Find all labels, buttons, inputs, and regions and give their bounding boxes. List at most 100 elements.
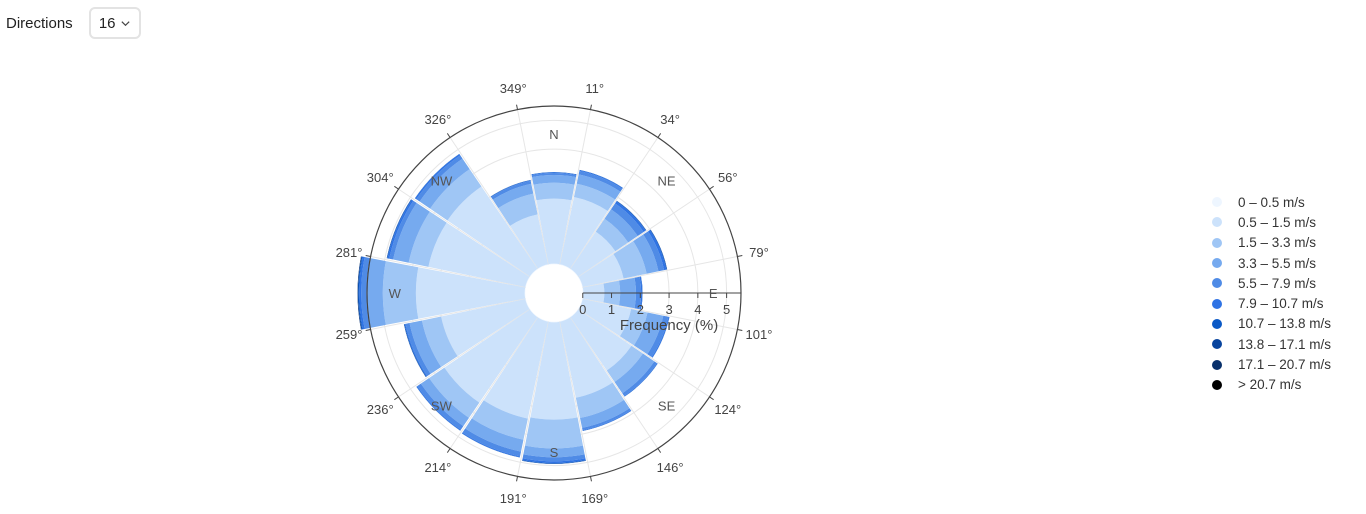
legend-item[interactable]: 0.5 – 1.5 m/s	[1210, 212, 1331, 232]
rose-bar-ene-speed-1	[578, 254, 624, 288]
legend-item[interactable]: 13.8 – 17.1 m/s	[1210, 334, 1331, 354]
compass-label-nw: NW	[431, 173, 453, 188]
rose-bar-ne-speed-4	[610, 203, 644, 237]
rose-bar-ese-speed-1	[578, 298, 632, 337]
angular-tick	[365, 255, 371, 258]
angular-tick	[365, 328, 371, 331]
angular-tick-label: 281°	[336, 245, 363, 260]
angular-tick-label: 304°	[367, 170, 394, 185]
legend-item[interactable]: > 20.7 m/s	[1210, 375, 1331, 395]
angular-tick-label: 79°	[749, 245, 769, 260]
rose-bar-sw-speed-4	[417, 383, 464, 430]
rose-bar-w-speed-0	[524, 287, 526, 299]
angular-tick-label: 349°	[500, 81, 527, 96]
angular-grid-line	[398, 308, 531, 398]
legend-swatch	[1212, 339, 1222, 350]
compass-label-sw: SW	[431, 399, 453, 414]
angular-tick-label: 11°	[585, 81, 604, 96]
rose-bar-nw-speed-1	[447, 186, 538, 277]
legend-label: 0 – 0.5 m/s	[1238, 194, 1305, 210]
legend-label: 17.1 – 20.7 m/s	[1238, 357, 1332, 373]
rose-bar-wsw-speed-2	[421, 316, 458, 367]
rose-bar-se-speed-0	[570, 309, 579, 318]
rose-bar-ese-speed-3	[633, 312, 664, 355]
legend-swatch	[1212, 237, 1222, 248]
radial-tick-label: 5	[723, 302, 730, 317]
angular-grid-line	[577, 188, 710, 278]
legend-swatch	[1212, 217, 1222, 228]
rose-bar-ene-speed-5	[648, 230, 667, 271]
rose-bar-sse-speed-2	[575, 382, 625, 419]
legend-item[interactable]: 5.5 – 7.9 m/s	[1210, 273, 1331, 293]
rose-bar-sw-speed-3	[420, 378, 469, 427]
legend-label: 0.5 – 1.5 m/s	[1238, 214, 1317, 230]
rose-bar-nw-speed-2	[430, 169, 482, 221]
angular-grid-line	[577, 308, 710, 398]
rose-bar-w-speed-3	[366, 258, 386, 328]
legend-label: 10.7 – 13.8 m/s	[1238, 316, 1332, 332]
legend-item[interactable]: 3.3 – 5.5 m/s	[1210, 253, 1331, 273]
rose-bar-nne-speed-1	[559, 196, 608, 269]
angular-grid-line	[370, 298, 526, 330]
angular-tick	[737, 255, 743, 258]
rose-bar-nne-speed-2	[573, 183, 616, 211]
angular-grid-line	[569, 137, 659, 270]
legend-swatch	[1212, 298, 1222, 309]
legend-swatch	[1212, 379, 1222, 390]
legend-swatch	[1212, 258, 1222, 269]
rose-bar-wnw-speed-5	[387, 199, 414, 259]
rose-bar-wnw-speed-4	[389, 200, 417, 260]
compass-label-ne: NE	[658, 173, 676, 188]
rose-bar-sw-speed-2	[429, 367, 480, 418]
radial-axis-title: Frequency (%)	[620, 317, 718, 334]
radial-tick-label: 0	[579, 302, 586, 317]
rose-bar-nne-speed-3	[576, 174, 621, 200]
radial-tick-label: 2	[637, 302, 644, 317]
angular-tick	[516, 104, 519, 110]
legend-label: > 20.7 m/s	[1238, 377, 1302, 393]
rose-bar-wnw-speed-2	[408, 211, 447, 267]
rose-bar-wnw-speed-0	[525, 276, 530, 288]
rose-bar-nnw-speed-3	[492, 183, 534, 209]
rose-bar-sse-speed-3	[580, 399, 630, 428]
rose-bar-ne-speed-3	[604, 209, 638, 243]
rose-bar-se-speed-1	[570, 309, 632, 371]
directions-select[interactable]: 16	[88, 7, 141, 39]
angular-grid-line	[559, 109, 591, 265]
legend-swatch	[1212, 359, 1222, 370]
rose-bar-se-speed-4	[622, 361, 657, 396]
angular-grid-line	[449, 316, 539, 449]
rose-bar-nnw-speed-2	[498, 193, 538, 226]
legend-item[interactable]: 1.5 – 3.3 m/s	[1210, 233, 1331, 253]
rose-bar-ese-speed-5	[651, 316, 670, 358]
legend-item[interactable]: 10.7 – 13.8 m/s	[1210, 314, 1331, 334]
angular-tick	[737, 328, 743, 331]
rose-bar-s-speed-7	[522, 460, 586, 464]
legend-item[interactable]: 0 – 0.5 m/s	[1210, 192, 1331, 212]
rose-bar-sse-speed-4	[582, 408, 631, 431]
angular-tick-label: 191°	[500, 491, 527, 506]
angular-tick	[657, 448, 662, 453]
compass-label-s: S	[550, 445, 559, 460]
rose-bar-n-speed-6	[531, 172, 577, 175]
rose-bar-n-speed-3	[531, 175, 577, 185]
legend-swatch	[1212, 197, 1222, 208]
angular-tick-label: 146°	[657, 460, 684, 475]
angular-tick	[394, 396, 399, 401]
angular-tick	[709, 396, 714, 401]
rose-bar-se-speed-3	[614, 353, 655, 394]
angular-tick	[446, 133, 451, 138]
radial-tick-label: 4	[694, 302, 701, 317]
angular-tick	[446, 448, 451, 453]
rose-bar-s-speed-3	[523, 445, 585, 458]
angular-grid-line	[398, 188, 531, 278]
rose-bar-w-speed-5	[359, 256, 365, 330]
legend-item[interactable]: 17.1 – 20.7 m/s	[1210, 354, 1331, 374]
radial-tick-label: 1	[608, 302, 615, 317]
angular-tick-label: 259°	[336, 327, 363, 342]
chevron-down-icon	[120, 20, 130, 26]
legend-item[interactable]: 7.9 – 10.7 m/s	[1210, 293, 1331, 313]
rose-bar-ssw-speed-2	[471, 400, 528, 440]
rose-bar-n-speed-2	[533, 182, 575, 201]
